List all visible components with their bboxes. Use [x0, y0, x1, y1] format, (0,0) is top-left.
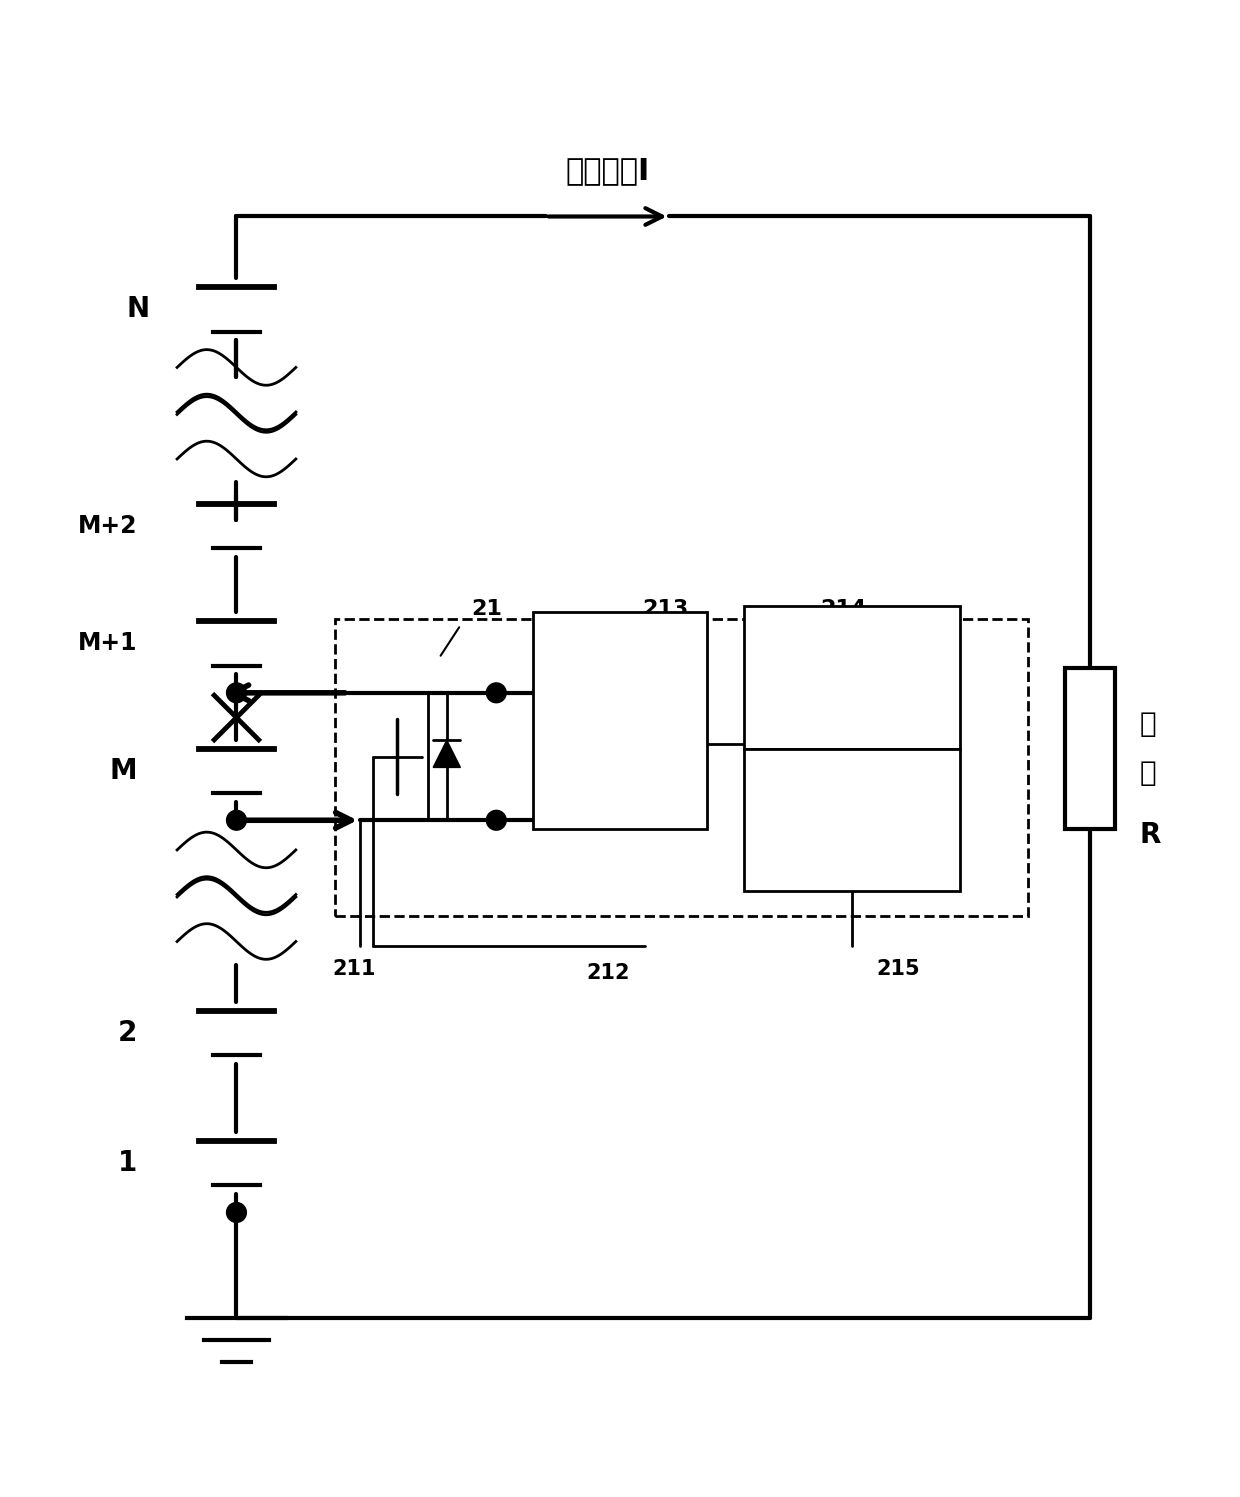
Circle shape	[227, 683, 247, 702]
Circle shape	[227, 810, 247, 831]
Text: 样: 样	[614, 735, 626, 756]
Bar	[744, 606, 960, 748]
Text: 换电路: 换电路	[835, 695, 869, 714]
Text: 负: 负	[1140, 710, 1156, 738]
Text: 211: 211	[332, 958, 376, 979]
Text: N: N	[126, 295, 150, 323]
Text: M+2: M+2	[78, 513, 138, 537]
Text: 放电电流I: 放电电流I	[565, 157, 650, 186]
Text: 路: 路	[614, 810, 626, 829]
Text: 213: 213	[642, 599, 688, 618]
Text: M+1: M+1	[78, 632, 138, 656]
Text: 载: 载	[1140, 759, 1156, 787]
Bar	[1065, 668, 1115, 829]
Bar	[744, 748, 960, 891]
Text: 212: 212	[585, 963, 630, 982]
Bar	[533, 612, 707, 829]
Text: 2: 2	[118, 1019, 138, 1046]
Text: 电路: 电路	[841, 837, 864, 856]
Circle shape	[486, 683, 506, 702]
Text: 214: 214	[821, 599, 867, 618]
Text: R: R	[1140, 822, 1161, 849]
Text: 采: 采	[614, 698, 626, 719]
Circle shape	[486, 810, 506, 831]
Circle shape	[227, 1202, 247, 1223]
Text: 21: 21	[471, 599, 502, 618]
Text: 1: 1	[118, 1150, 138, 1177]
Text: 电: 电	[614, 772, 626, 792]
Text: 驱动: 驱动	[841, 792, 864, 810]
Text: 电平转: 电平转	[835, 650, 869, 668]
Polygon shape	[433, 740, 460, 768]
Text: 215: 215	[877, 958, 920, 979]
Text: M: M	[110, 757, 138, 784]
Bar	[336, 618, 1028, 916]
